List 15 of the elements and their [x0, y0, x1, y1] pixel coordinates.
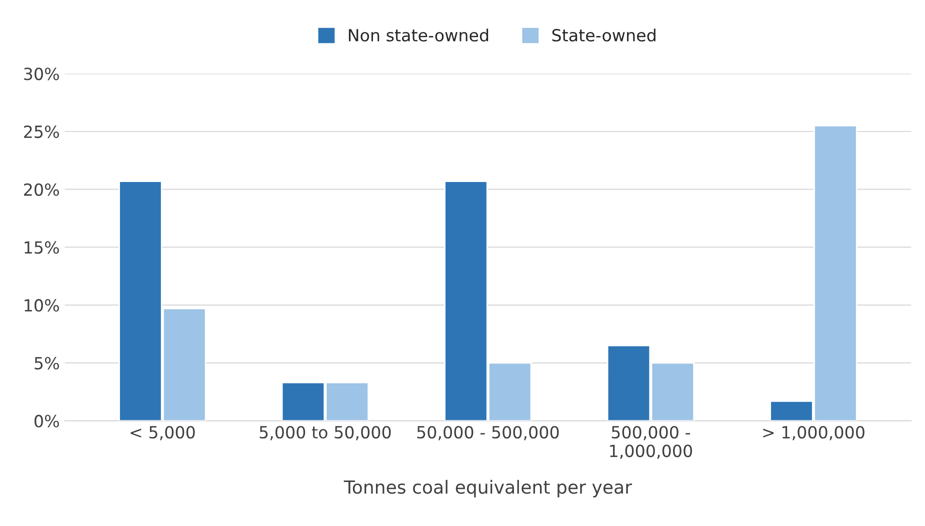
y-tick-label: 20% [24, 183, 59, 196]
y-tick-label: 15% [24, 241, 59, 254]
x-tick-label: 5,000 to 50,000 [260, 426, 391, 440]
y-tick-label: 25% [24, 125, 59, 138]
y-tick-label: 5% [34, 356, 59, 370]
x-axis-title: Tonnes coal equivalent per year [344, 480, 632, 498]
legend-label: Non state-owned [348, 28, 488, 42]
x-tick-label: > 1,000,000 [763, 426, 864, 440]
x-tick-label: 50,000 - 500,000 [417, 426, 559, 440]
x-tick-label: 500,000 - 1,000,000 [610, 426, 692, 459]
y-tick-label: 30% [24, 68, 59, 80]
y-tick-label: 0% [34, 414, 59, 428]
x-tick-label: < 5,000 [130, 426, 195, 440]
legend-label: State-owned [552, 28, 656, 42]
y-tick-label: 10% [24, 299, 59, 312]
